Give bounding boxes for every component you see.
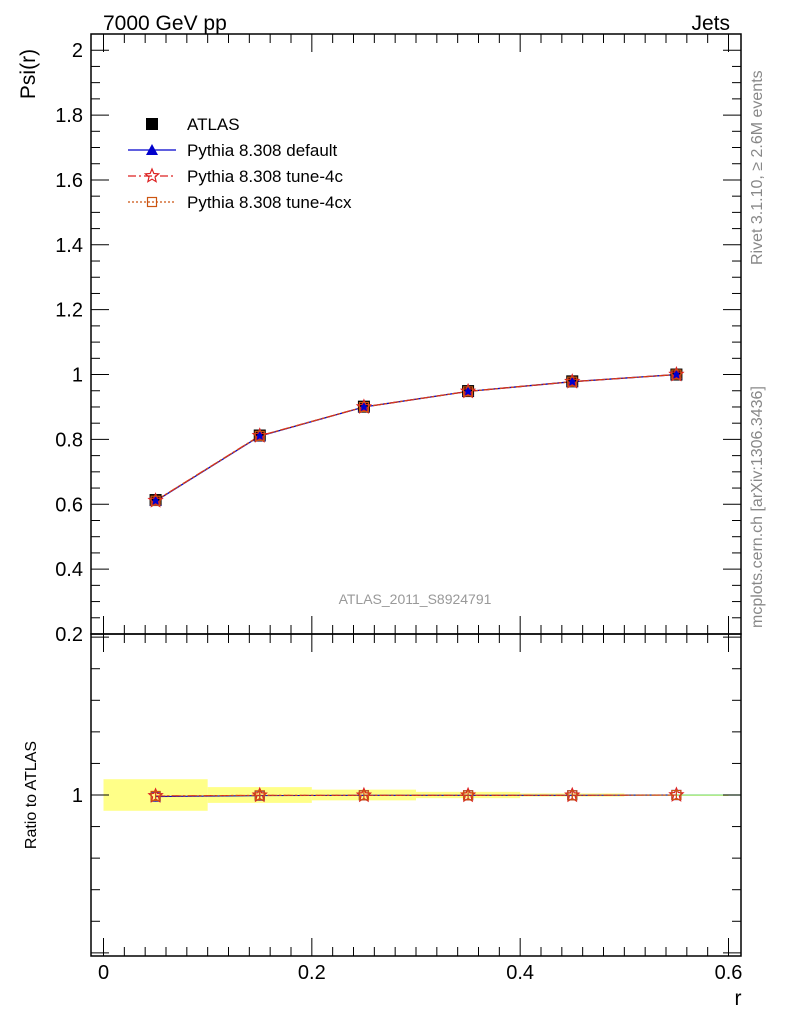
legend-marker bbox=[143, 167, 161, 183]
legend-label: Pythia 8.308 default bbox=[187, 141, 338, 160]
y-tick-label: 1.4 bbox=[55, 235, 83, 257]
watermark: ATLAS_2011_S8924791 bbox=[339, 591, 492, 607]
y-tick-label: 0.4 bbox=[55, 559, 83, 581]
ratio-point bbox=[671, 789, 682, 801]
y-tick-label: 0.6 bbox=[55, 494, 83, 516]
y-tick-label: 1 bbox=[72, 365, 83, 387]
ratio-ylabel: Ratio to ATLAS bbox=[23, 741, 40, 849]
ratio-point bbox=[150, 790, 161, 802]
main-markers bbox=[147, 365, 685, 508]
ratio-point bbox=[567, 790, 578, 801]
ratio-point bbox=[358, 790, 370, 801]
data-point bbox=[150, 495, 161, 506]
data-point bbox=[462, 386, 474, 397]
y-tick-label: 1.2 bbox=[55, 300, 83, 322]
y-tick-label: 0.8 bbox=[55, 429, 83, 451]
ratio-y-tick-label: 1 bbox=[72, 785, 83, 807]
legend-label: Pythia 8.308 tune-4cx bbox=[187, 193, 352, 212]
legend-label: Pythia 8.308 tune-4c bbox=[187, 167, 343, 186]
x-tick-label: 0.6 bbox=[715, 962, 743, 984]
legend-marker bbox=[146, 118, 158, 130]
data-point bbox=[358, 401, 370, 413]
y-tick-label: 0.2 bbox=[55, 624, 83, 646]
data-point bbox=[671, 369, 682, 380]
series-line-pythia-8-308-tune-4c bbox=[155, 373, 677, 502]
main-panel: 0.2 0.4 0.6 0.8 1 1.2 1.4 1.6 1.8 2 ATLAS_2011_S8… bbox=[17, 33, 742, 646]
y-tick-label: 1.6 bbox=[55, 170, 83, 192]
legend-label: ATLAS bbox=[187, 115, 240, 134]
header-right: Jets bbox=[691, 12, 730, 35]
main-ylabel: Psi(r) bbox=[17, 49, 40, 99]
ratio-panel: 1 0 0.2 0.4 0.6 Ratio to ATLAS r bbox=[23, 633, 743, 1010]
data-point bbox=[254, 430, 265, 441]
main-series-lines bbox=[155, 373, 677, 502]
ratio-ticks: 1 0 0.2 0.4 0.6 bbox=[72, 634, 743, 984]
x-tick-label: 0 bbox=[98, 962, 109, 984]
x-tick-label: 0.2 bbox=[298, 962, 326, 984]
ratio-line bbox=[155, 794, 677, 797]
mcplots-label: mcplots.cern.ch [arXiv:1306.3436] bbox=[749, 386, 766, 628]
ratio-point bbox=[462, 790, 474, 801]
y-tick-label: 1.8 bbox=[55, 105, 83, 127]
legend-marker bbox=[146, 144, 158, 155]
rivet-label: Rivet 3.1.10, ≥ 2.6M events bbox=[749, 70, 766, 265]
header-left: 7000 GeV pp bbox=[103, 12, 227, 35]
x-axis-label: r bbox=[735, 987, 742, 1010]
x-tick-label: 0.4 bbox=[506, 962, 534, 984]
ratio-series bbox=[147, 786, 685, 803]
ratio-point bbox=[254, 790, 265, 801]
series-line-pythia-8-308-default bbox=[155, 373, 677, 502]
data-point bbox=[567, 376, 578, 387]
main-ticks: 0.2 0.4 0.6 0.8 1 1.2 1.4 1.6 1.8 2 bbox=[55, 34, 741, 646]
series-line-pythia-8-308-tune-4cx bbox=[155, 373, 677, 502]
y-tick-label: 2 bbox=[72, 40, 83, 62]
legend-marker bbox=[146, 196, 158, 208]
legend: ATLAS Pythia 8.308 default Pythia 8.308 tu… bbox=[128, 115, 352, 212]
